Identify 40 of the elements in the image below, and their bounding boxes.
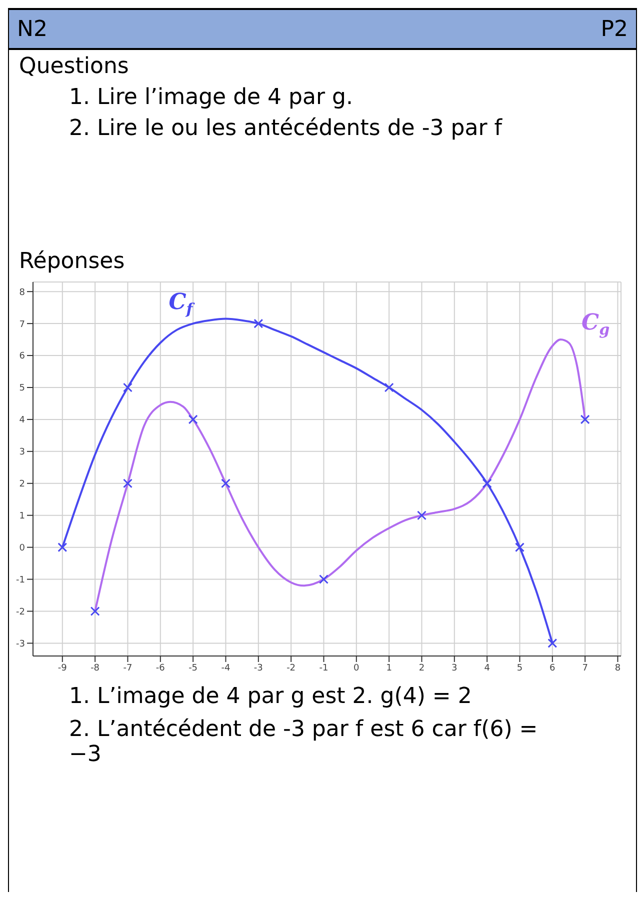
x-tick-label: -7 [123, 663, 132, 674]
x-tick-label: -6 [156, 663, 166, 674]
text: 2. Lire le ou les antécédents de -3 par f [69, 116, 504, 141]
y-tick-label: -1 [16, 575, 25, 586]
y-tick-label: 2 [19, 480, 25, 490]
x-tick-label: 1 [386, 663, 392, 674]
text: Réponses [19, 249, 126, 274]
chart-subtitle: P2 [600, 16, 628, 42]
y-tick-label: 4 [19, 416, 26, 426]
x-tick-label: 3 [452, 663, 458, 674]
y-tick-label: -2 [16, 607, 25, 618]
y-tick-label: 5 [19, 384, 25, 394]
text: 1. Lire l’image de 4 par g. [69, 85, 354, 110]
y-tick-label: 0 [19, 544, 26, 554]
x-tick-label: 8 [614, 663, 621, 674]
x-tick-label: 2 [418, 663, 425, 674]
y-tick-label: 1 [19, 512, 25, 522]
x-tick-label: 7 [582, 663, 588, 674]
series-label: C$_{f}$ [168, 288, 196, 318]
x-tick-label: -5 [188, 663, 198, 674]
x-tick-label: -2 [286, 663, 296, 674]
x-tick-label: 0 [354, 663, 360, 674]
text: Questions [19, 54, 130, 79]
x-tick-label: -1 [319, 663, 328, 674]
y-tick-label: 8 [19, 288, 26, 298]
chart-title: N2 [17, 16, 48, 42]
text: 2. L’antécédent de -3 par f est 6 car f(6) = −3 [69, 717, 539, 767]
y-tick-label: 6 [19, 352, 26, 362]
x-tick-label: 4 [484, 663, 490, 674]
x-tick-label: -9 [58, 663, 68, 674]
series-label: C$_{g}$ [582, 310, 610, 338]
x-tick-label: -3 [254, 663, 263, 674]
x-tick-label: -4 [221, 663, 230, 674]
y-tick-label: 7 [19, 320, 25, 330]
x-tick-label: 6 [550, 663, 556, 674]
y-tick-label: 3 [19, 448, 25, 458]
x-tick-label: 5 [516, 663, 523, 674]
text: 1. L’image de 4 par g est 2. g(4) = 2 [69, 684, 473, 709]
y-tick-label: -3 [16, 639, 25, 650]
x-tick-label: -8 [90, 663, 100, 674]
